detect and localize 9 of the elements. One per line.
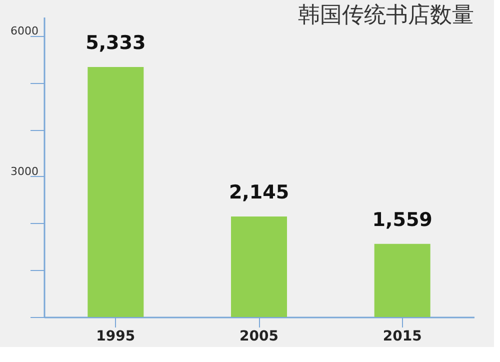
data-label: 1,559 (372, 208, 432, 231)
x-tick-label: 2005 (240, 328, 278, 344)
x-tick-label: 2015 (382, 328, 422, 344)
data-label: 2,145 (228, 181, 290, 204)
chart-title: 韩国传统书店数量 (298, 3, 474, 28)
data-label: 5,333 (86, 32, 146, 54)
x-tick-label: 1995 (96, 328, 136, 344)
y-tick-label: 3000 (10, 164, 38, 178)
y-tick-label: 6000 (10, 24, 38, 38)
